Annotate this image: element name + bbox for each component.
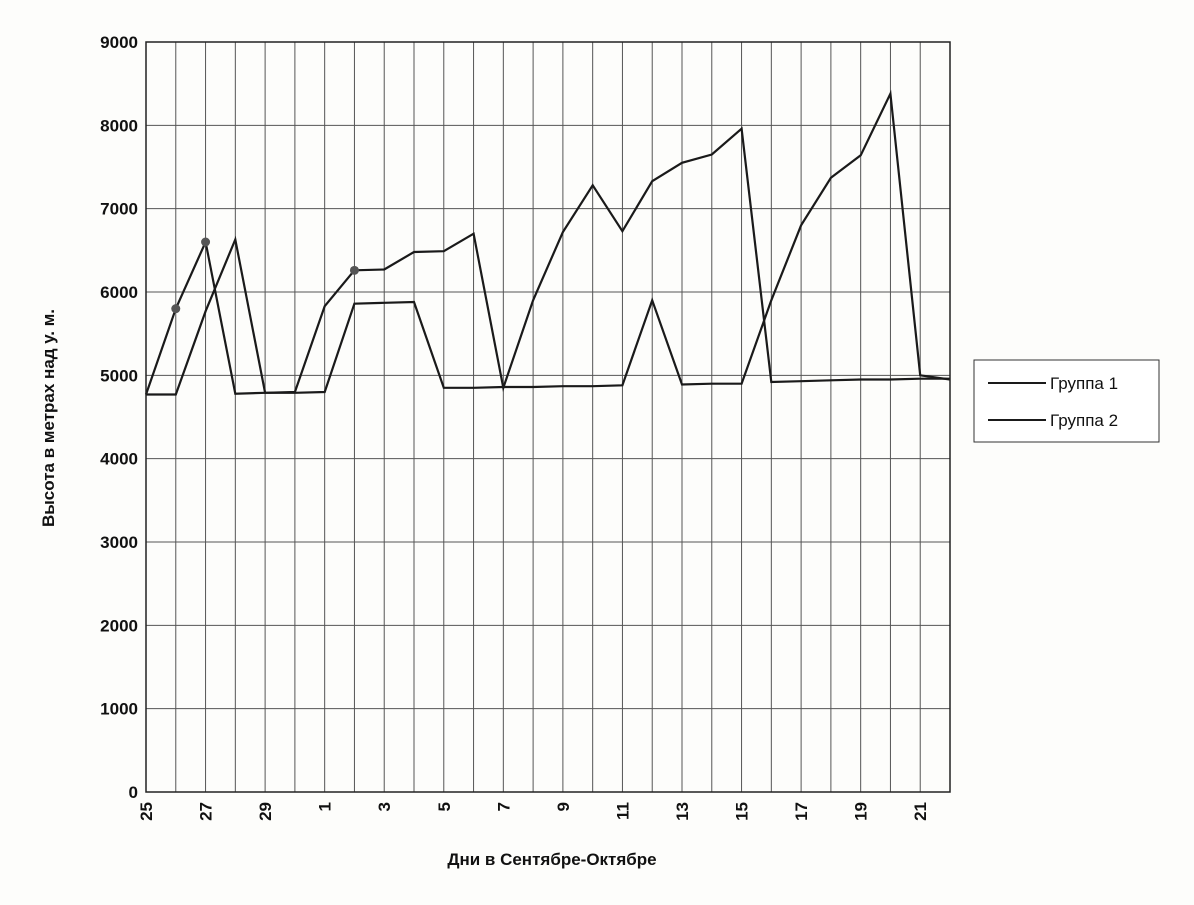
data-markers: [171, 237, 359, 314]
x-axis-title: Дни в Сентябре-Октябре: [447, 850, 656, 869]
x-tick-label: 29: [256, 802, 275, 821]
data-point-marker: [349, 265, 359, 275]
x-tick-label: 9: [554, 802, 573, 811]
series-line-2: [146, 89, 951, 396]
x-tick-label: 5: [435, 802, 454, 811]
series-lines: [144, 89, 951, 396]
plot-area-border: [145, 41, 951, 793]
legend-label-group-2: Группа 2: [1050, 411, 1118, 430]
x-tick-label: 3: [375, 802, 394, 811]
x-tick-label: 1: [316, 802, 335, 811]
x-tick-label: 27: [197, 802, 216, 821]
series-line-1: [144, 126, 950, 395]
y-tick-label: 9000: [100, 33, 138, 52]
y-axis-title: Высота в метрах над у. м.: [39, 309, 58, 527]
y-tick-label: 8000: [100, 116, 138, 135]
y-tick-label: 7000: [100, 200, 138, 219]
axes: 0 1000 2000 3000 4000 5000 6000 7000 8000 9000 25 2…: [100, 33, 951, 821]
y-tick-label: 0: [129, 783, 138, 802]
y-tick-label: 6000: [100, 283, 138, 302]
x-tick-label: 7: [494, 802, 513, 811]
grid-lines: [145, 41, 951, 793]
x-tick-label: 19: [852, 802, 871, 821]
x-tick-label: 25: [137, 802, 156, 821]
data-point-marker: [171, 304, 181, 314]
y-tick-label: 5000: [100, 366, 138, 385]
y-tick-label: 1000: [100, 700, 138, 719]
x-tick-label: 11: [613, 802, 632, 820]
y-tick-label: 2000: [100, 616, 138, 635]
legend-label-group-1: Группа 1: [1050, 374, 1118, 393]
x-tick-label: 21: [911, 802, 930, 821]
legend-box: [973, 359, 1160, 443]
y-tick-label: 4000: [100, 450, 138, 469]
data-point-marker: [201, 237, 211, 247]
x-tick-label: 17: [792, 802, 811, 821]
x-tick-label: 15: [733, 802, 752, 821]
x-tick-label: 13: [673, 802, 692, 821]
legend: Группа 1 Группа 2: [973, 359, 1160, 443]
y-tick-label: 3000: [100, 533, 138, 552]
